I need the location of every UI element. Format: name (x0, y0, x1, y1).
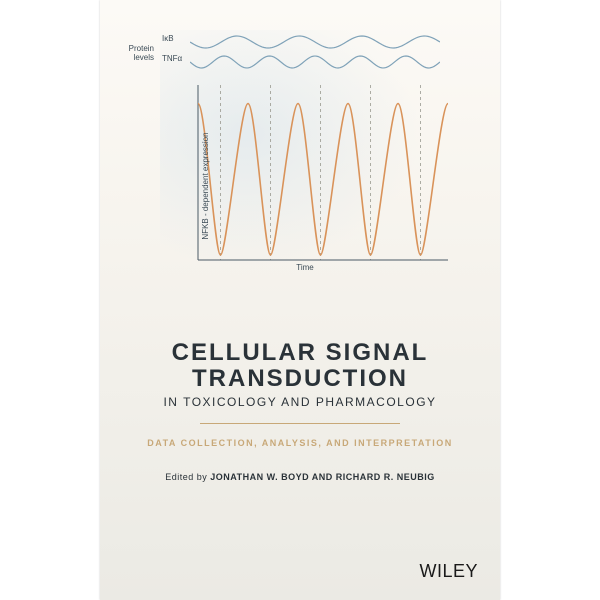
divider-line (200, 423, 400, 424)
protein-levels-label: Protein levels (112, 44, 154, 62)
title-line2: TRANSDUCTION (100, 366, 500, 392)
series1-label: IκB (162, 34, 174, 43)
series2-label: TNFα (162, 54, 182, 63)
y-axis-label: NFKB - dependent expression (201, 132, 210, 239)
x-axis-label: Time (296, 263, 313, 272)
title-block: CELLULAR SIGNAL TRANSDUCTION IN TOXICOLO… (100, 340, 500, 482)
top-waves-svg (190, 30, 440, 74)
editors-line: Edited by JONATHAN W. BOYD AND RICHARD R… (100, 472, 500, 482)
editors-prefix: Edited by (165, 472, 210, 482)
main-chart-svg (178, 80, 448, 270)
book-cover: Protein levels IκB TNFα NFKB - dependent… (100, 0, 500, 600)
chart-region: Protein levels IκB TNFα NFKB - dependent… (160, 30, 450, 290)
publisher-logo: WILEY (419, 561, 478, 582)
title-line3: IN TOXICOLOGY AND PHARMACOLOGY (100, 395, 500, 409)
subtitle: DATA COLLECTION, ANALYSIS, AND INTERPRET… (100, 438, 500, 448)
editors-names: JONATHAN W. BOYD AND RICHARD R. NEUBIG (210, 472, 435, 482)
title-line1: CELLULAR SIGNAL (100, 340, 500, 366)
